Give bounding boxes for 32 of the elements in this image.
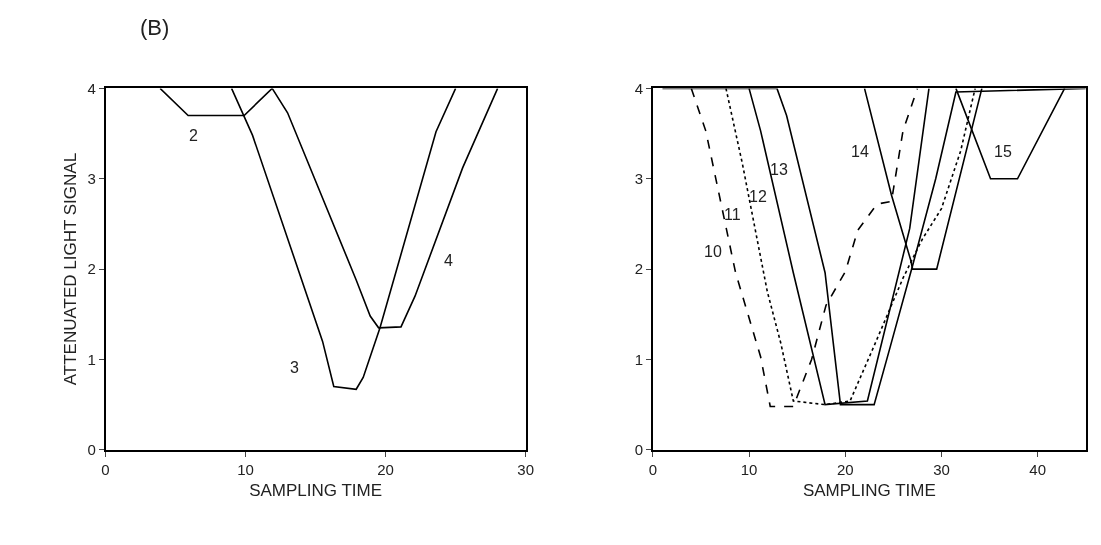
- y-axis-title: ATTENUATED LIGHT SIGNAL: [61, 152, 81, 386]
- y-tick-label: 4: [87, 79, 96, 97]
- x-tick-label: 40: [1029, 460, 1047, 478]
- x-axis-title: SAMPLING TIME: [249, 481, 383, 501]
- y-tick-label: 3: [634, 170, 644, 187]
- annotation: 13: [770, 161, 788, 178]
- y-tick-label: 2: [634, 260, 644, 278]
- x-tick-label: 10: [740, 460, 758, 478]
- x-tick-label: 0: [101, 460, 110, 478]
- x-tick-label: 10: [237, 460, 254, 478]
- annotation: 14: [851, 143, 869, 160]
- annotation: 2: [189, 127, 198, 144]
- x-tick-label: 30: [933, 460, 950, 478]
- y-tick-label: 3: [87, 170, 96, 187]
- annotation: 4: [444, 252, 453, 269]
- y-tick-label: 4: [634, 79, 644, 97]
- x-tick-label: 0: [648, 460, 658, 478]
- y-tick-label: 0: [634, 441, 644, 459]
- y-tick-label: 1: [87, 350, 96, 368]
- y-tick-label: 2: [87, 260, 96, 278]
- annotation: 11: [724, 206, 741, 223]
- annotation: 12: [749, 188, 767, 205]
- x-axis-title: SAMPLING TIME: [802, 481, 936, 501]
- annotation: 15: [994, 143, 1012, 160]
- y-tick-label: 0: [87, 441, 96, 459]
- x-tick-label: 20: [836, 460, 854, 478]
- annotation: 3: [290, 359, 299, 376]
- chart-title: (B): [140, 15, 170, 40]
- x-tick-label: 30: [517, 460, 534, 478]
- annotation: 10: [704, 243, 722, 260]
- y-tick-label: 1: [634, 350, 644, 368]
- x-tick-label: 20: [377, 460, 394, 478]
